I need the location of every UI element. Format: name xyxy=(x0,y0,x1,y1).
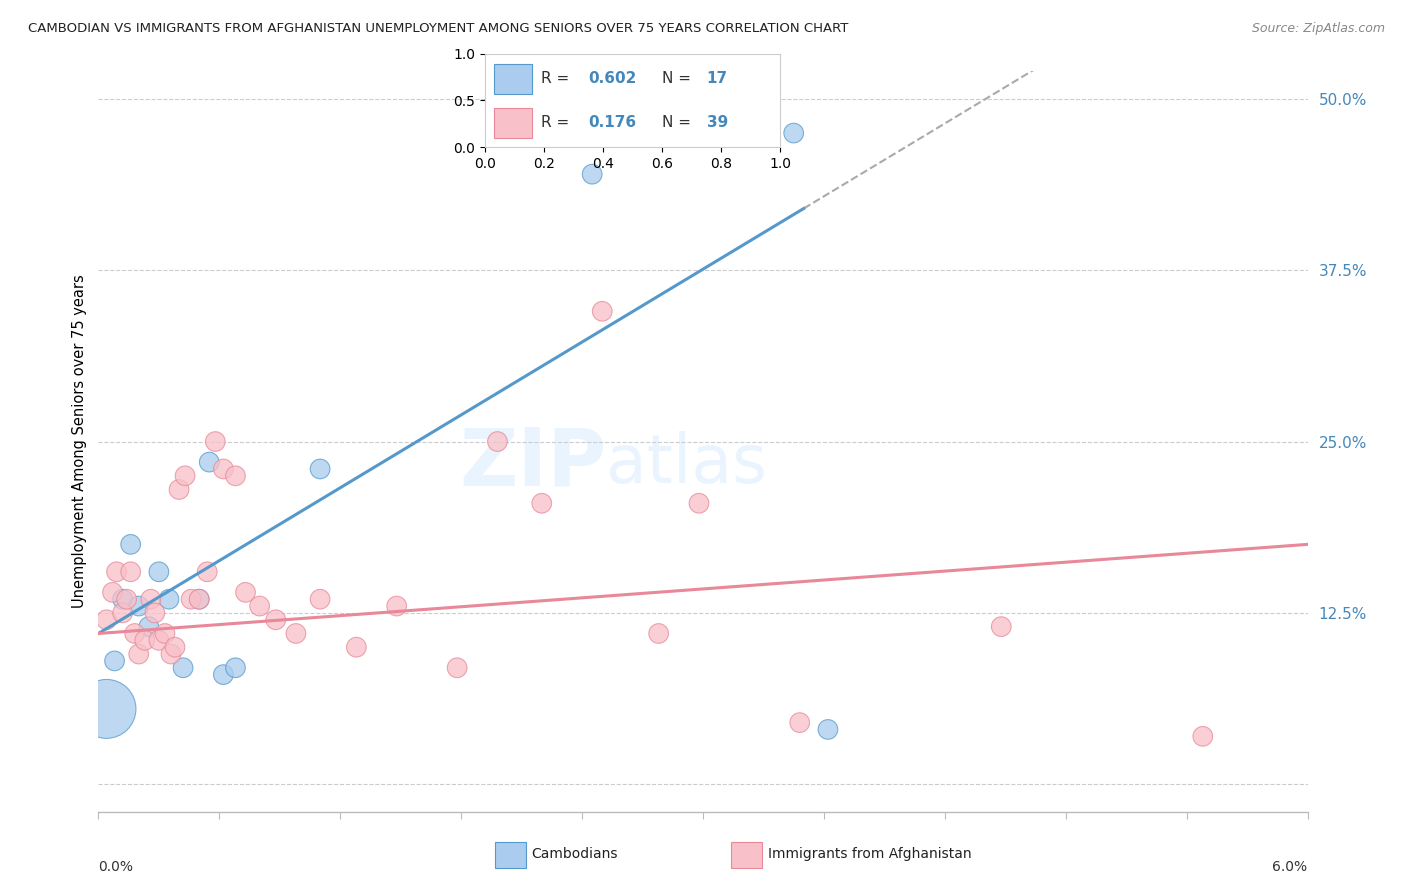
Point xyxy=(446,661,468,675)
Point xyxy=(172,661,194,675)
Text: 17: 17 xyxy=(706,71,728,87)
Point xyxy=(153,626,176,640)
Point xyxy=(1191,729,1213,743)
FancyBboxPatch shape xyxy=(731,842,762,868)
Point xyxy=(128,599,150,613)
FancyBboxPatch shape xyxy=(494,108,533,138)
Point xyxy=(385,599,408,613)
Point xyxy=(284,626,307,640)
Point xyxy=(148,565,170,579)
Point xyxy=(111,606,134,620)
Text: Source: ZipAtlas.com: Source: ZipAtlas.com xyxy=(1251,22,1385,36)
FancyBboxPatch shape xyxy=(495,842,526,868)
Point xyxy=(120,537,142,551)
Point xyxy=(224,468,246,483)
Y-axis label: Unemployment Among Seniors over 75 years: Unemployment Among Seniors over 75 years xyxy=(72,275,87,608)
Text: 0.176: 0.176 xyxy=(588,115,637,130)
Point xyxy=(530,496,553,510)
Point xyxy=(235,585,257,599)
Point xyxy=(344,640,367,655)
Point xyxy=(990,619,1012,633)
Point xyxy=(103,654,125,668)
Text: 39: 39 xyxy=(706,115,728,130)
Point xyxy=(783,126,806,140)
Text: ZIP: ZIP xyxy=(458,425,606,503)
Text: 6.0%: 6.0% xyxy=(1272,860,1308,873)
Point xyxy=(195,565,218,579)
Point xyxy=(188,592,211,607)
Text: atlas: atlas xyxy=(606,431,768,497)
Text: R =: R = xyxy=(541,71,574,87)
Point xyxy=(167,483,190,497)
Point xyxy=(789,715,811,730)
Point xyxy=(212,667,235,681)
Point xyxy=(224,661,246,675)
Point xyxy=(163,640,186,655)
Point xyxy=(139,592,162,607)
Point xyxy=(264,613,287,627)
Text: 0.0%: 0.0% xyxy=(98,860,134,873)
Point xyxy=(138,619,160,633)
Point xyxy=(105,565,128,579)
Point xyxy=(486,434,509,449)
Point xyxy=(115,592,138,607)
Point xyxy=(180,592,202,607)
Point xyxy=(157,592,180,607)
Point xyxy=(212,462,235,476)
Point xyxy=(591,304,613,318)
Point xyxy=(204,434,226,449)
Point xyxy=(188,592,211,607)
Point xyxy=(309,592,332,607)
Point xyxy=(249,599,271,613)
Point xyxy=(111,592,134,607)
Text: 0.602: 0.602 xyxy=(588,71,637,87)
Point xyxy=(309,462,332,476)
Point xyxy=(124,626,146,640)
Point xyxy=(647,626,669,640)
Point xyxy=(96,613,118,627)
Point xyxy=(128,647,150,661)
Point xyxy=(120,565,142,579)
Text: Immigrants from Afghanistan: Immigrants from Afghanistan xyxy=(768,847,972,861)
Text: R =: R = xyxy=(541,115,574,130)
Point xyxy=(143,606,166,620)
Point xyxy=(174,468,197,483)
Point xyxy=(96,702,118,716)
Point xyxy=(688,496,710,510)
Point xyxy=(160,647,183,661)
Point xyxy=(581,167,603,181)
FancyBboxPatch shape xyxy=(494,64,533,94)
Point xyxy=(134,633,156,648)
Text: N =: N = xyxy=(662,71,696,87)
Point xyxy=(817,723,839,737)
Point xyxy=(101,585,124,599)
Point xyxy=(198,455,221,469)
Text: Cambodians: Cambodians xyxy=(531,847,619,861)
Point xyxy=(148,633,170,648)
Text: N =: N = xyxy=(662,115,696,130)
Text: CAMBODIAN VS IMMIGRANTS FROM AFGHANISTAN UNEMPLOYMENT AMONG SENIORS OVER 75 YEAR: CAMBODIAN VS IMMIGRANTS FROM AFGHANISTAN… xyxy=(28,22,848,36)
